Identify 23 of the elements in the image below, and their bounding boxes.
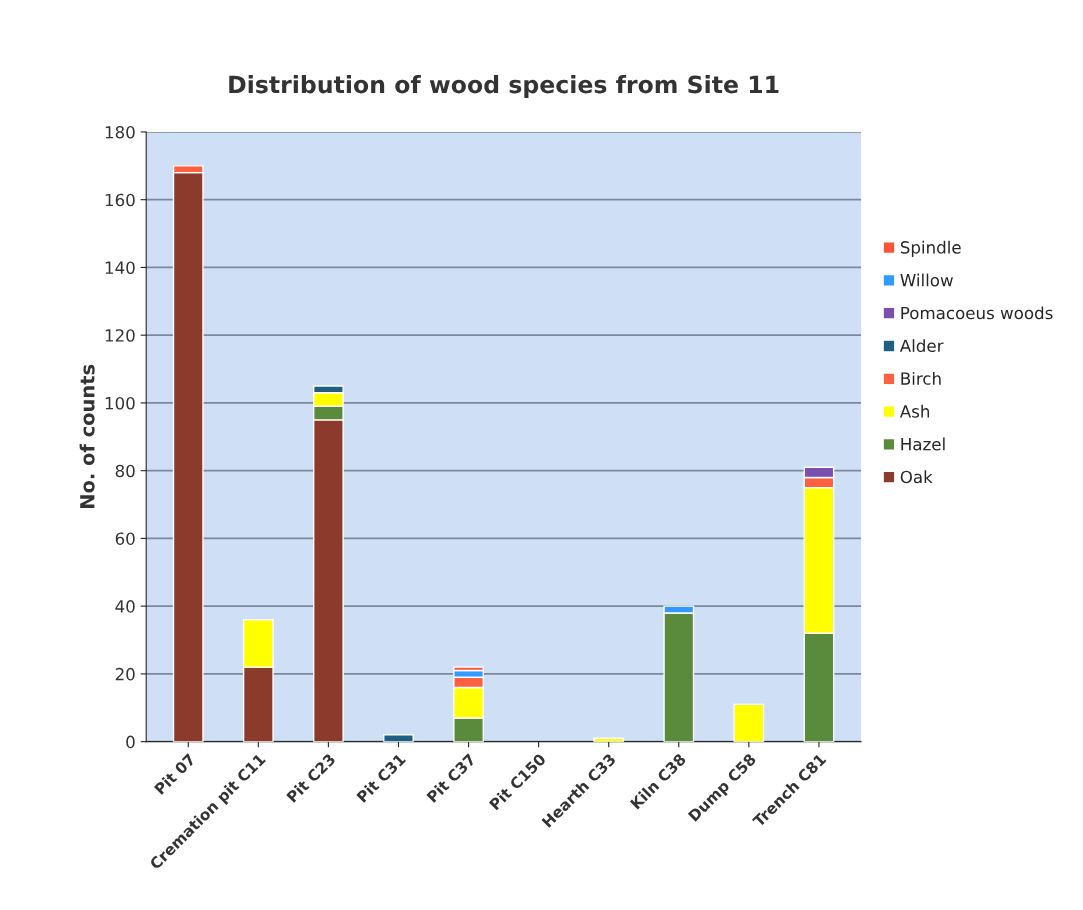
y-tick-label: 80	[115, 464, 135, 478]
y-tick-label: 100	[105, 396, 135, 410]
y-tick-label: 140	[105, 261, 135, 275]
legend-label: Oak	[900, 470, 933, 484]
y-tick-label: 0	[126, 735, 135, 749]
legend-label: Spindle	[900, 240, 961, 257]
bar	[383, 734, 414, 742]
y-tick-label: 20	[115, 667, 135, 681]
y-tick-label: 180	[105, 125, 135, 139]
bar	[733, 703, 765, 742]
legend-label: Birch	[901, 371, 941, 385]
legend-label: Hazel	[901, 437, 945, 451]
y-tick-label: 40	[115, 600, 135, 613]
legend-label: Alder	[899, 339, 944, 353]
legend-label: Ash	[899, 404, 930, 418]
y-tick-label: 60	[115, 532, 135, 545]
legend-label: Pomacoeus woods	[901, 306, 1053, 320]
y-tick-label: 160	[105, 193, 135, 207]
y-axis-title: No. of counts	[79, 364, 95, 508]
legend-label: Willow	[900, 273, 953, 287]
y-tick-label: 120	[105, 329, 135, 342]
x-tick-label: Pit 07	[153, 752, 196, 796]
chart-title: Distribution of wood species from Site 11	[229, 75, 779, 98]
